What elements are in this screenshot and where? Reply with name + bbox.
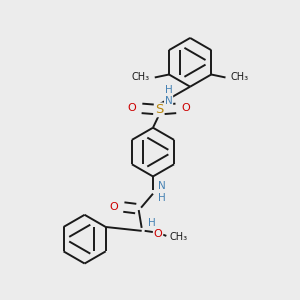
Text: O: O	[128, 103, 136, 113]
Text: H
N: H N	[165, 85, 172, 106]
Text: N
H: N H	[158, 181, 166, 203]
Text: CH₃: CH₃	[170, 232, 188, 242]
Text: H: H	[148, 218, 156, 228]
Text: O: O	[154, 229, 162, 239]
Text: CH₃: CH₃	[231, 73, 249, 82]
Text: CH₃: CH₃	[131, 73, 149, 82]
Text: O: O	[110, 202, 118, 212]
Text: S: S	[155, 103, 163, 116]
Text: O: O	[182, 103, 190, 113]
